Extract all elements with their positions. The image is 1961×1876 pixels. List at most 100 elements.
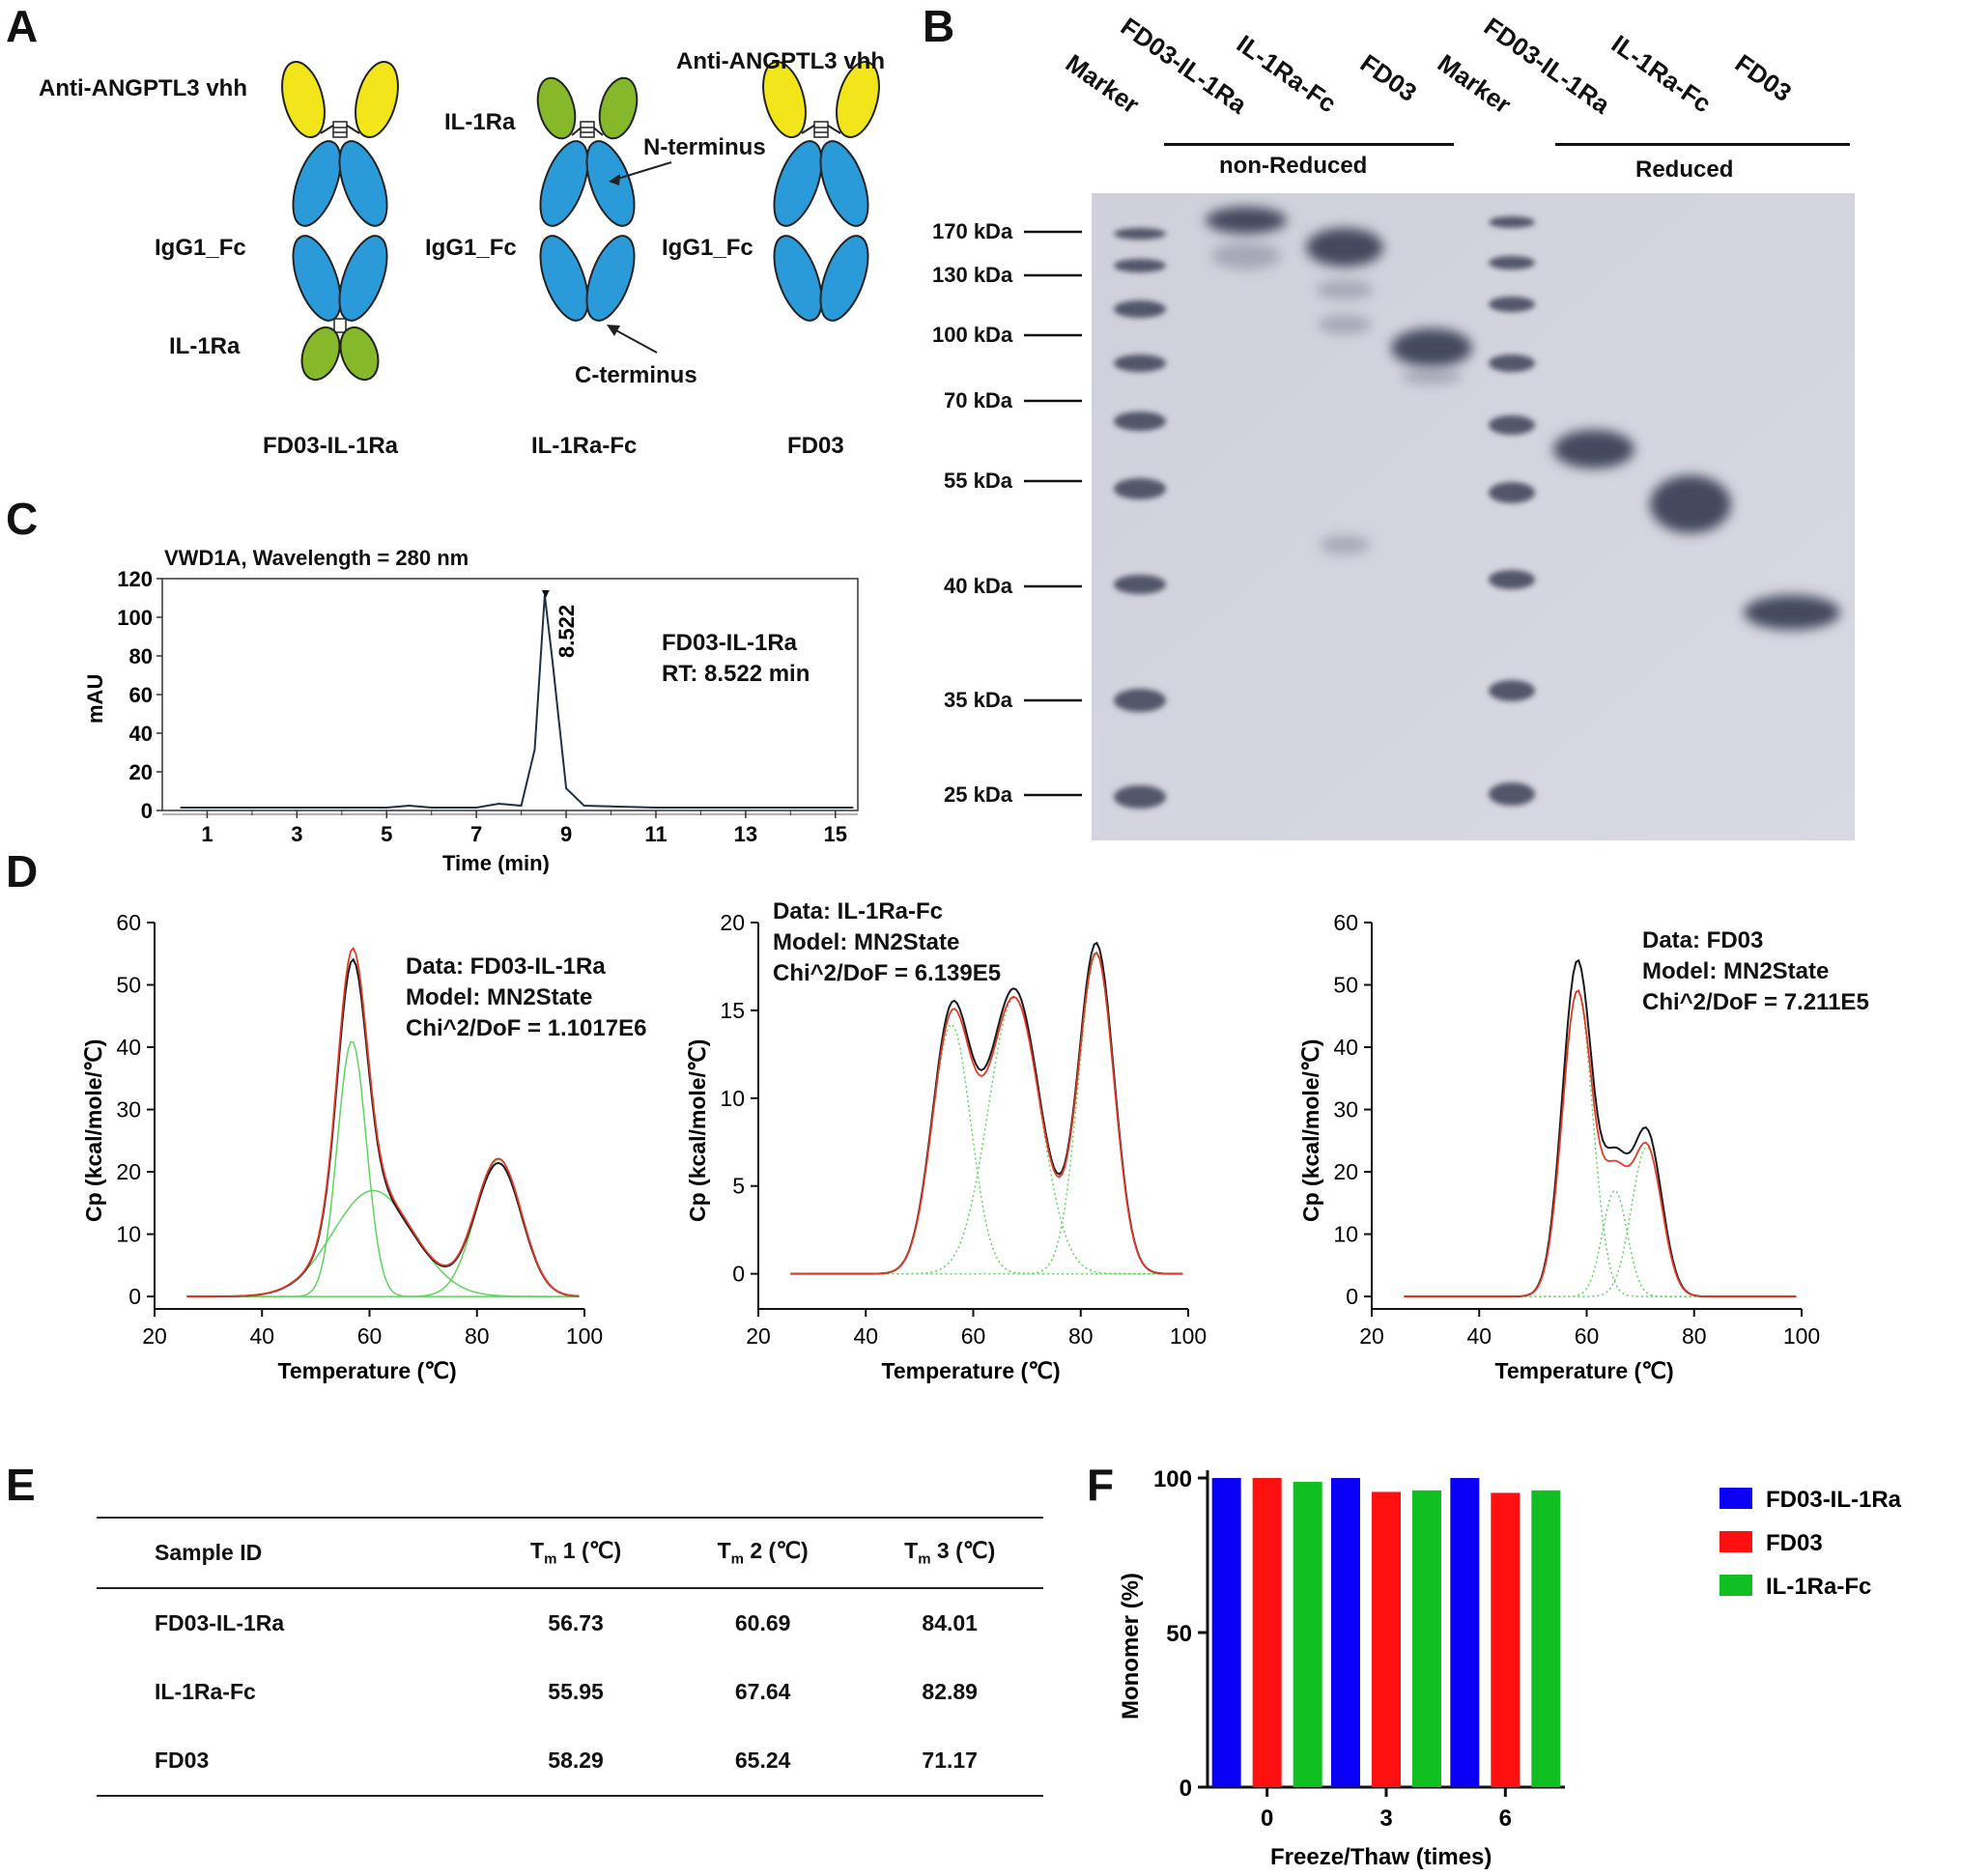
- plot-frame: [161, 578, 859, 811]
- y-axis-label: Cp (kcal/mole/℃): [685, 1039, 710, 1222]
- header-tm2: Tm 2 (℃): [668, 1517, 857, 1589]
- y-tick-label: 80: [129, 644, 153, 668]
- header-tm1: Tm 1 (℃): [482, 1517, 669, 1589]
- x-tick-label: 9: [560, 822, 572, 846]
- x-tick-label: 3: [1379, 1805, 1392, 1832]
- y-tick-label: 10: [720, 1086, 745, 1111]
- panel-letter-e: E: [6, 1460, 36, 1510]
- cell-tm2: 60.69: [734, 1609, 791, 1635]
- construct-name-1: FD03-IL-1Ra: [263, 433, 399, 459]
- x-tick-label: 100: [1170, 1323, 1207, 1349]
- y-axis-label: Cp (kcal/mole/℃): [81, 1039, 106, 1222]
- x-tick-label: 80: [1682, 1323, 1707, 1349]
- cell-tm3: 82.89: [922, 1678, 978, 1704]
- label-anti-angptl3-left: Anti-ANGPTL3 vhh: [39, 75, 247, 101]
- marker-40kda: 40 kDa: [944, 574, 1012, 598]
- y-tick-label: 60: [116, 910, 141, 935]
- nterminus-arrow: [613, 161, 672, 181]
- freeze-thaw-bar-chart: 0 50 100 0 3 6 Monomer (%) Freeze/Thaw (times) F…: [1118, 1466, 1902, 1870]
- y-tick-label: 15: [720, 998, 745, 1023]
- tm-table: Sample ID Tm 1 (℃) Tm 2 (℃) Tm 3 (℃) FD0…: [97, 1517, 1043, 1797]
- y-tick-label: 100: [117, 606, 153, 630]
- y-tick-label: 0: [1179, 1776, 1192, 1802]
- cell-tm1: 55.95: [548, 1678, 604, 1704]
- x-axis-label: Time (min): [442, 851, 550, 874]
- component-curve: [790, 997, 1183, 1275]
- x-tick-label: 60: [961, 1323, 986, 1349]
- x-tick-label: 100: [1783, 1323, 1820, 1349]
- label-il1ra-mid: IL-1Ra: [444, 109, 516, 135]
- legend-swatch: [1719, 1531, 1752, 1552]
- label-nterminus: N-terminus: [643, 134, 766, 160]
- x-tick-label: 20: [746, 1323, 771, 1349]
- lane-label-il1ra-fc-1: IL-1Ra-Fc: [1231, 29, 1343, 119]
- y-axis-label: Monomer (%): [1118, 1573, 1144, 1720]
- x-tick-label: 80: [465, 1323, 490, 1349]
- cell-sample: IL-1Ra-Fc: [155, 1678, 256, 1704]
- y-tick-label: 50: [1166, 1621, 1192, 1647]
- x-tick-label: 1: [201, 822, 213, 846]
- y-tick-label: 0: [732, 1262, 745, 1287]
- lane-label-marker-2: Marker: [1432, 48, 1517, 120]
- table-row: FD03 58.29 65.24 71.17: [97, 1725, 1043, 1797]
- dsc-chart-il1ra-fc: 0 5 10 15 20 20 40 60 80 100 Cp (kcal/mole/℃) Tempe…: [685, 910, 1207, 1383]
- bar: [1331, 1478, 1360, 1787]
- bar: [1450, 1478, 1480, 1787]
- label-anti-angptl3-right: Anti-ANGPTL3 vhh: [676, 48, 885, 74]
- marker-130kda: 130 kDa: [932, 263, 1013, 287]
- y-tick-label: 40: [1333, 1035, 1358, 1060]
- header-tm3: Tm 3 (℃): [856, 1517, 1043, 1589]
- x-tick-label: 80: [1068, 1323, 1094, 1349]
- y-tick-label: 50: [1333, 973, 1358, 998]
- table-row: IL-1Ra-Fc 55.95 67.64 82.89: [97, 1658, 1043, 1726]
- marker-55kda: 55 kDa: [944, 469, 1012, 493]
- bar: [1491, 1492, 1520, 1787]
- y-tick-label: 40: [116, 1035, 141, 1060]
- dsc-annotation-2: Data: IL-1Ra-Fc Model: MN2State Chi^2/Do…: [773, 898, 1002, 986]
- x-tick-label: 11: [644, 822, 667, 846]
- panel-letter-d: D: [6, 846, 39, 896]
- marker-ticks: [1024, 230, 1082, 797]
- x-tick-label: 0: [1261, 1805, 1273, 1832]
- lane-label-marker-1: Marker: [1060, 48, 1145, 120]
- cell-tm3: 71.17: [856, 1725, 1043, 1797]
- x-tick-label: 15: [824, 822, 847, 846]
- panel-letter-b: B: [923, 1, 955, 51]
- construct-name-3: FD03: [787, 433, 844, 459]
- x-axis-label: Freeze/Thaw (times): [1270, 1844, 1492, 1870]
- y-tick-label: 10: [1333, 1222, 1358, 1247]
- antibody-fd03-il1ra: [281, 61, 399, 382]
- cell-sample: FD03-IL-1Ra: [155, 1609, 285, 1635]
- bracket-nonreduced: [1164, 143, 1454, 146]
- y-tick-label: 60: [1333, 910, 1358, 935]
- antibody-fd03: [762, 61, 880, 328]
- chromatogram-annotation: FD03-IL-1Ra RT: 8.522 min: [662, 630, 810, 687]
- panel-letter-c: C: [6, 494, 39, 544]
- group-label-nonreduced: non-Reduced: [1219, 153, 1368, 179]
- tm-table-header-row: Sample ID Tm 1 (℃) Tm 2 (℃) Tm 3 (℃): [97, 1517, 1043, 1589]
- x-axis-label: Temperature (℃): [882, 1358, 1061, 1383]
- component-curve: [1404, 1146, 1797, 1297]
- label-igg1-fc-2: IgG1_Fc: [425, 235, 517, 261]
- label-il1ra-left: IL-1Ra: [169, 333, 241, 359]
- x-tick-label: 40: [853, 1323, 878, 1349]
- cterminus-arrow: [611, 327, 658, 354]
- y-tick-label: 20: [116, 1159, 141, 1184]
- y-tick-label: 30: [1333, 1097, 1358, 1123]
- x-tick-label: 20: [1359, 1323, 1384, 1349]
- bar: [1252, 1478, 1282, 1787]
- y-tick-label: 50: [116, 973, 141, 998]
- measured-curve: [790, 941, 1183, 1275]
- panel-letter-a: A: [6, 1, 39, 51]
- peak-marker: [541, 590, 550, 598]
- cell-sample: FD03: [97, 1725, 483, 1797]
- y-tick-label: 0: [141, 799, 153, 823]
- legend-label: FD03-IL-1Ra: [1766, 1487, 1902, 1513]
- bracket-reduced: [1555, 143, 1850, 146]
- y-tick-label: 120: [117, 567, 153, 591]
- construct-name-2: IL-1Ra-Fc: [531, 433, 638, 459]
- y-tick-label: 100: [1153, 1466, 1192, 1492]
- dsc-chart-fd03: 0 10 20 30 40 50 60 20 40 60 80 100 Cp (kcal/mole/℃)…: [1298, 910, 1820, 1383]
